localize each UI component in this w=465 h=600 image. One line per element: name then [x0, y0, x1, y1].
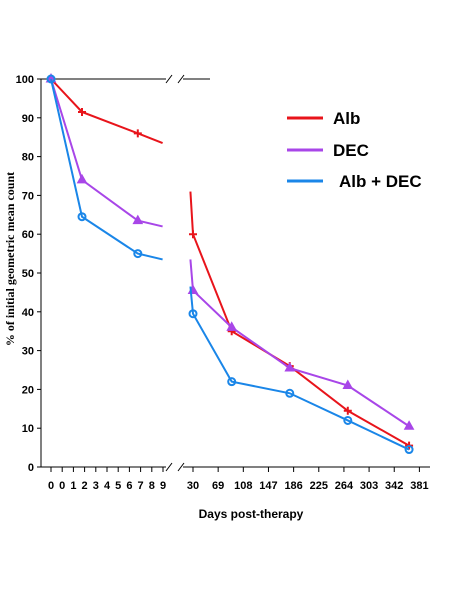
y-axis-title: % of initial geometric mean count: [3, 172, 17, 346]
x-tick-label: 1: [70, 480, 76, 492]
axis-break-mark-top: [165, 74, 185, 84]
x-tick-label: 147: [259, 480, 277, 492]
x-tick-label: 9: [160, 480, 166, 492]
legend-label: Alb + DEC: [339, 172, 422, 191]
series-alb-dec-point: [188, 309, 198, 319]
x-tick-label: 264: [335, 480, 354, 492]
x-tick-label: 4: [104, 480, 111, 492]
series-dec-point: [403, 420, 415, 430]
y-tick-label: 20: [22, 384, 34, 396]
series-alb-dec-point: [404, 445, 414, 455]
series-alb-dec-point: [285, 388, 295, 398]
x-tick-label: 69: [212, 480, 224, 492]
series-alb-dec-line-right: [189, 286, 410, 451]
x-ticks: 0 0 1 2 3 4 5 6 7 8 9 30 69 108 147 186 225 264 303 342 381: [48, 467, 429, 492]
series-dec-point: [76, 173, 88, 184]
x-tick-label: 303: [360, 480, 378, 492]
series-dec-point: [284, 362, 296, 372]
series-alb-dec-point: [227, 377, 237, 387]
x-tick-label: 3: [93, 480, 99, 492]
y-tick-label: 0: [28, 462, 34, 474]
y-tick-label: 90: [22, 113, 34, 125]
x-tick-label: 225: [310, 480, 328, 492]
series-alb-point: [78, 107, 86, 116]
series-alb-line-left: [50, 78, 163, 144]
legend: Alb DEC Alb + DEC: [287, 109, 422, 191]
series-dec-point: [226, 321, 238, 331]
x-tick-label: 2: [82, 480, 88, 492]
series-alb-dec-point: [77, 212, 87, 222]
series-alb-dec-point: [343, 415, 353, 425]
x-tick-label: 30: [187, 480, 199, 492]
series-alb-point: [343, 406, 352, 415]
x-tick-label: 7: [138, 480, 144, 492]
series-alb-dec-point: [46, 74, 56, 84]
x-tick-label: 0: [59, 480, 65, 492]
legend-label: Alb: [333, 109, 360, 128]
series-dec-point: [342, 379, 354, 390]
series-dec-point: [132, 214, 144, 225]
axes: [40, 74, 430, 472]
y-tick-label: 80: [22, 152, 34, 164]
series-alb-point: [189, 230, 197, 239]
y-tick-label: 10: [22, 423, 34, 435]
x-tick-label: 6: [126, 480, 132, 492]
y-tick-label: 60: [22, 229, 34, 241]
x-tick-label: 108: [234, 480, 252, 492]
series-alb-dec-point: [133, 249, 143, 259]
y-tick-label: 100: [16, 74, 34, 86]
y-tick-label: 50: [22, 268, 34, 280]
x-tick-label: 8: [149, 480, 155, 492]
x-axis-title: Days post-therapy: [199, 507, 304, 521]
series: [45, 72, 415, 455]
x-tick-label: 0: [48, 480, 54, 492]
y-tick-label: 70: [22, 190, 34, 202]
x-tick-label: 186: [284, 480, 302, 492]
series-alb-point: [133, 129, 142, 138]
y-tick-label: 40: [22, 307, 34, 319]
series-dec-line-right: [189, 259, 410, 428]
series-alb-dec-line-left: [50, 78, 163, 261]
y-tick-label: 30: [22, 346, 34, 358]
axis-break-mark-bottom: [165, 462, 185, 472]
y-ticks: 0 10 20 30 40 50 60 70 80 90 100: [16, 74, 41, 474]
x-tick-label: 381: [410, 480, 428, 492]
x-tick-label: 342: [385, 480, 403, 492]
x-tick-label: 5: [115, 480, 121, 492]
legend-label: DEC: [333, 141, 369, 160]
series-dec-line-left: [50, 78, 163, 228]
